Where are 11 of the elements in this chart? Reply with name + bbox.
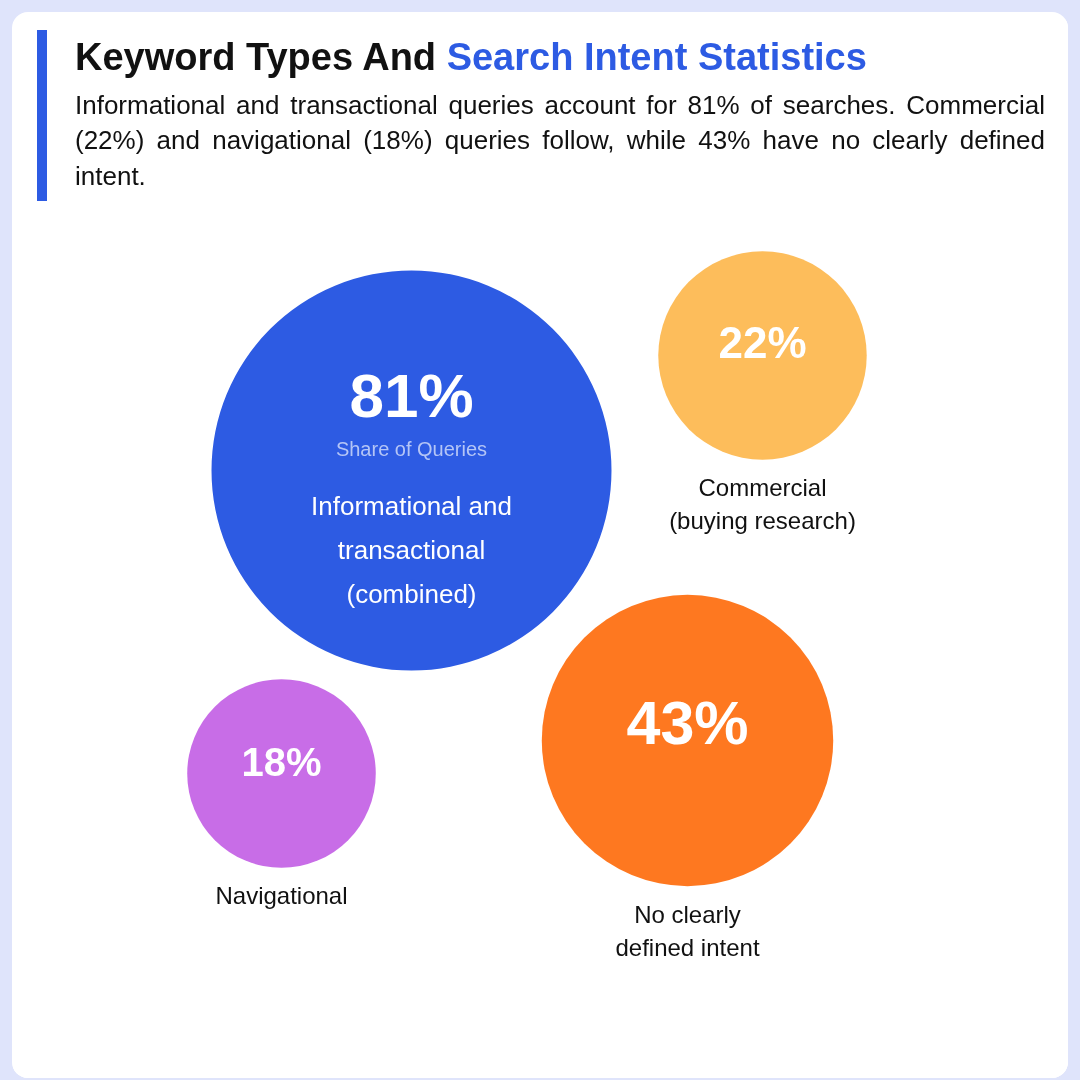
data-label: 43%	[626, 689, 749, 758]
category-label: Navigational	[215, 882, 348, 910]
text: Share of Queries	[335, 437, 488, 460]
data-label: 18%	[241, 740, 322, 785]
data-label: 81%	[349, 361, 474, 430]
category-label: No clearly defined intent	[615, 900, 760, 961]
data-label: 22%	[718, 318, 807, 368]
text: Keyword Types And Search Intent Statistics	[75, 35, 868, 80]
text: Informational and transactional queries account for 81% of searches. Commercial (22%) and navigational (18%) queries follow, while 43% have no clearly defined intent.	[75, 88, 1045, 194]
category-label: Commercial (buying research)	[669, 474, 856, 535]
category-label: Informational and transactional (combined)	[311, 490, 512, 609]
